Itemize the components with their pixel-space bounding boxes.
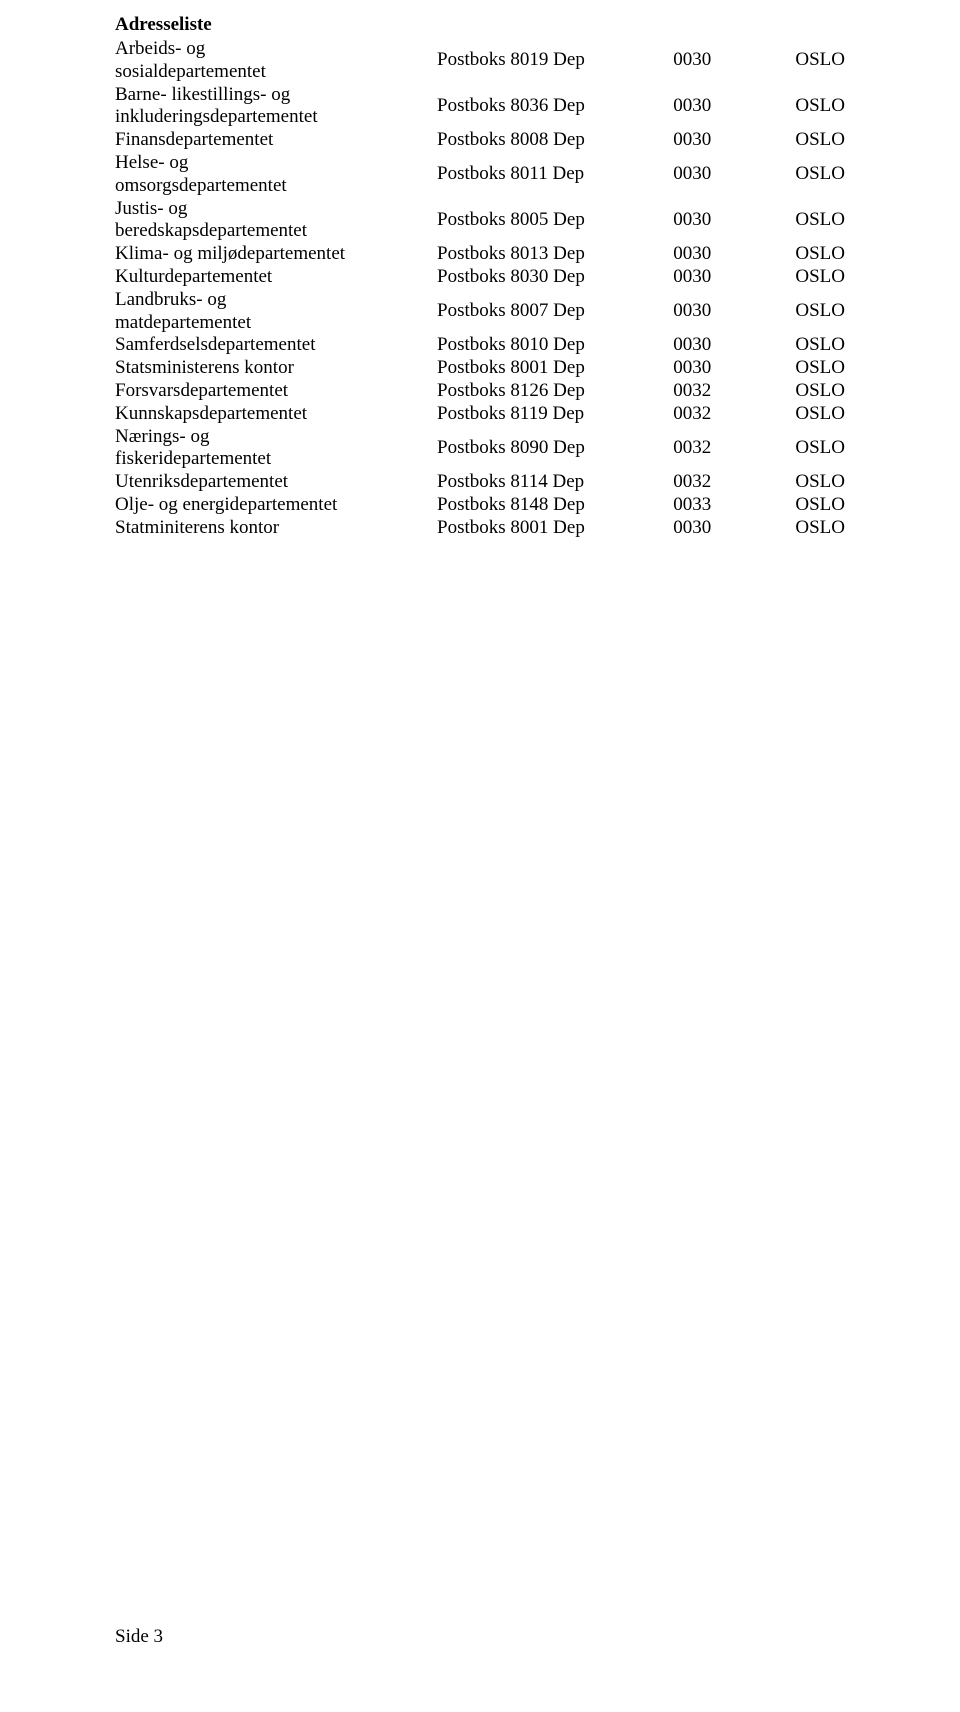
table-row: Nærings- ogfiskeridepartementetPostboks …: [115, 426, 845, 472]
city: OSLO: [759, 152, 845, 198]
table-row: SamferdselsdepartementetPostboks 8010 De…: [115, 334, 845, 357]
table-row: Klima- og miljødepartementetPostboks 801…: [115, 243, 845, 266]
zip-code: 0032: [673, 471, 759, 494]
department-name: Forsvarsdepartementet: [115, 380, 437, 403]
table-row: Statminiterens kontorPostboks 8001 Dep00…: [115, 517, 845, 540]
zip-code: 0030: [673, 84, 759, 130]
table-row: UtenriksdepartementetPostboks 8114 Dep00…: [115, 471, 845, 494]
department-name: Helse- ogomsorgsdepartementet: [115, 152, 437, 198]
city: OSLO: [759, 380, 845, 403]
document-title: Adresseliste: [115, 14, 845, 36]
postbox-address: Postboks 8001 Dep: [437, 517, 673, 540]
city: OSLO: [759, 266, 845, 289]
city: OSLO: [759, 198, 845, 244]
zip-code: 0030: [673, 152, 759, 198]
department-name: Statsministerens kontor: [115, 357, 437, 380]
zip-code: 0033: [673, 494, 759, 517]
city: OSLO: [759, 84, 845, 130]
postbox-address: Postboks 8010 Dep: [437, 334, 673, 357]
table-row: Arbeids- ogsosialdepartementetPostboks 8…: [115, 38, 845, 84]
department-name: Samferdselsdepartementet: [115, 334, 437, 357]
table-row: Barne- likestillings- og inkluderingsdep…: [115, 84, 845, 130]
postbox-address: Postboks 8119 Dep: [437, 403, 673, 426]
department-name: Landbruks- ogmatdepartementet: [115, 289, 437, 335]
department-name: Olje- og energidepartementet: [115, 494, 437, 517]
city: OSLO: [759, 517, 845, 540]
department-name: Barne- likestillings- og inkluderingsdep…: [115, 84, 437, 130]
table-row: Landbruks- ogmatdepartementetPostboks 80…: [115, 289, 845, 335]
zip-code: 0030: [673, 38, 759, 84]
postbox-address: Postboks 8019 Dep: [437, 38, 673, 84]
postbox-address: Postboks 8005 Dep: [437, 198, 673, 244]
city: OSLO: [759, 243, 845, 266]
postbox-address: Postboks 8013 Dep: [437, 243, 673, 266]
zip-code: 0030: [673, 289, 759, 335]
address-table: Arbeids- ogsosialdepartementetPostboks 8…: [115, 38, 845, 540]
table-row: KunnskapsdepartementetPostboks 8119 Dep0…: [115, 403, 845, 426]
city: OSLO: [759, 403, 845, 426]
postbox-address: Postboks 8114 Dep: [437, 471, 673, 494]
table-row: ForsvarsdepartementetPostboks 8126 Dep00…: [115, 380, 845, 403]
postbox-address: Postboks 8036 Dep: [437, 84, 673, 130]
zip-code: 0030: [673, 357, 759, 380]
department-name: Nærings- ogfiskeridepartementet: [115, 426, 437, 472]
zip-code: 0030: [673, 334, 759, 357]
table-row: Statsministerens kontorPostboks 8001 Dep…: [115, 357, 845, 380]
postbox-address: Postboks 8011 Dep: [437, 152, 673, 198]
table-row: Olje- og energidepartementetPostboks 814…: [115, 494, 845, 517]
postbox-address: Postboks 8126 Dep: [437, 380, 673, 403]
postbox-address: Postboks 8090 Dep: [437, 426, 673, 472]
city: OSLO: [759, 38, 845, 84]
postbox-address: Postboks 8008 Dep: [437, 129, 673, 152]
city: OSLO: [759, 129, 845, 152]
postbox-address: Postboks 8001 Dep: [437, 357, 673, 380]
zip-code: 0030: [673, 243, 759, 266]
zip-code: 0032: [673, 380, 759, 403]
department-name: Klima- og miljødepartementet: [115, 243, 437, 266]
zip-code: 0032: [673, 426, 759, 472]
city: OSLO: [759, 357, 845, 380]
page-footer: Side 3: [115, 1626, 163, 1648]
city: OSLO: [759, 494, 845, 517]
department-name: Arbeids- ogsosialdepartementet: [115, 38, 437, 84]
table-row: Justis- ogberedskapsdepartementetPostbok…: [115, 198, 845, 244]
postbox-address: Postboks 8148 Dep: [437, 494, 673, 517]
zip-code: 0030: [673, 198, 759, 244]
table-row: Helse- ogomsorgsdepartementetPostboks 80…: [115, 152, 845, 198]
zip-code: 0032: [673, 403, 759, 426]
department-name: Finansdepartementet: [115, 129, 437, 152]
department-name: Utenriksdepartementet: [115, 471, 437, 494]
zip-code: 0030: [673, 266, 759, 289]
table-row: KulturdepartementetPostboks 8030 Dep0030…: [115, 266, 845, 289]
department-name: Kulturdepartementet: [115, 266, 437, 289]
city: OSLO: [759, 426, 845, 472]
zip-code: 0030: [673, 517, 759, 540]
department-name: Statminiterens kontor: [115, 517, 437, 540]
postbox-address: Postboks 8007 Dep: [437, 289, 673, 335]
city: OSLO: [759, 471, 845, 494]
table-row: FinansdepartementetPostboks 8008 Dep0030…: [115, 129, 845, 152]
department-name: Justis- ogberedskapsdepartementet: [115, 198, 437, 244]
city: OSLO: [759, 334, 845, 357]
zip-code: 0030: [673, 129, 759, 152]
postbox-address: Postboks 8030 Dep: [437, 266, 673, 289]
city: OSLO: [759, 289, 845, 335]
department-name: Kunnskapsdepartementet: [115, 403, 437, 426]
